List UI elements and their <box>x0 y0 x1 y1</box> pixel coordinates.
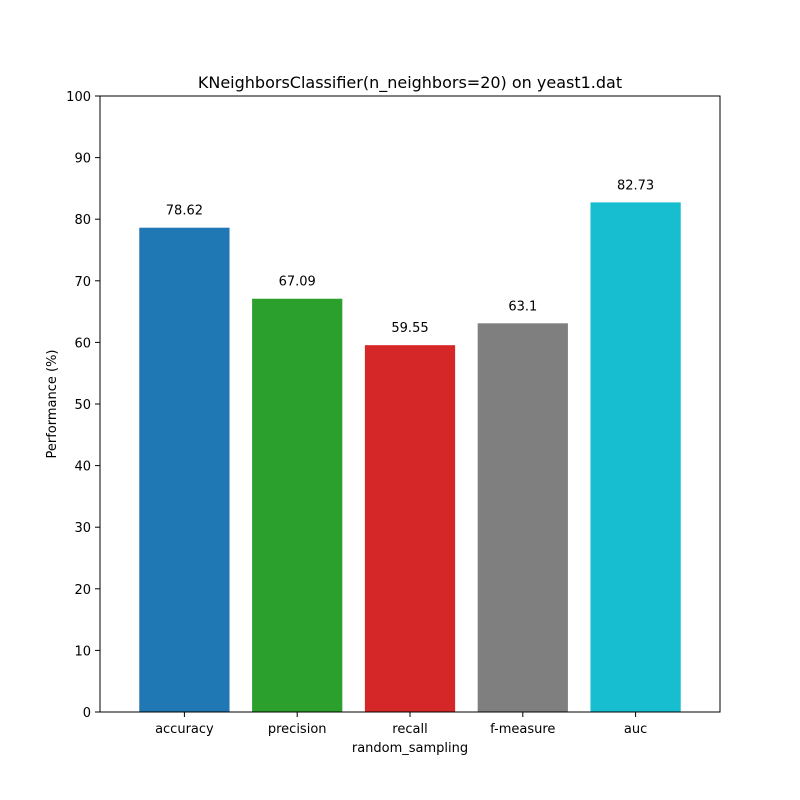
data-label-f-measure: 63.1 <box>508 299 537 314</box>
data-label-accuracy: 78.62 <box>166 204 203 219</box>
y-tick-label: 50 <box>74 398 91 413</box>
y-axis-label: Performance (%) <box>45 349 60 458</box>
x-axis: accuracy precision recall f-measure auc <box>155 712 647 737</box>
data-label-recall: 59.55 <box>391 321 428 336</box>
x-axis-label: random_sampling <box>352 741 468 756</box>
x-tick-label-f-measure: f-measure <box>490 722 555 737</box>
y-tick-label: 20 <box>74 583 91 598</box>
chart-title: KNeighborsClassifier(n_neighbors=20) on … <box>198 73 622 93</box>
y-tick-label: 80 <box>74 213 91 228</box>
data-label-precision: 67.09 <box>279 275 316 290</box>
bars-group <box>139 202 681 713</box>
y-axis: 0 10 20 30 40 50 60 70 80 90 100 <box>66 90 100 721</box>
y-tick-label: 90 <box>74 152 91 167</box>
y-tick-label: 10 <box>74 644 91 659</box>
y-tick-label: 40 <box>74 460 91 475</box>
y-tick-label: 70 <box>74 275 91 290</box>
y-tick-label: 60 <box>74 336 91 351</box>
data-labels-group: 78.62 67.09 59.55 63.1 82.73 <box>166 178 654 336</box>
y-tick-label: 0 <box>83 706 91 721</box>
y-tick-label: 100 <box>66 90 91 105</box>
x-tick-label-recall: recall <box>392 722 427 737</box>
bar-recall <box>364 345 456 712</box>
bar-precision <box>252 298 343 712</box>
x-tick-label-accuracy: accuracy <box>155 722 214 737</box>
y-tick-label: 30 <box>74 521 91 536</box>
bar-auc <box>590 202 681 713</box>
bar-accuracy <box>139 227 230 712</box>
x-tick-label-auc: auc <box>624 722 647 737</box>
bar-f-measure <box>477 323 568 712</box>
data-label-auc: 82.73 <box>617 178 654 193</box>
x-tick-label-precision: precision <box>268 722 327 737</box>
